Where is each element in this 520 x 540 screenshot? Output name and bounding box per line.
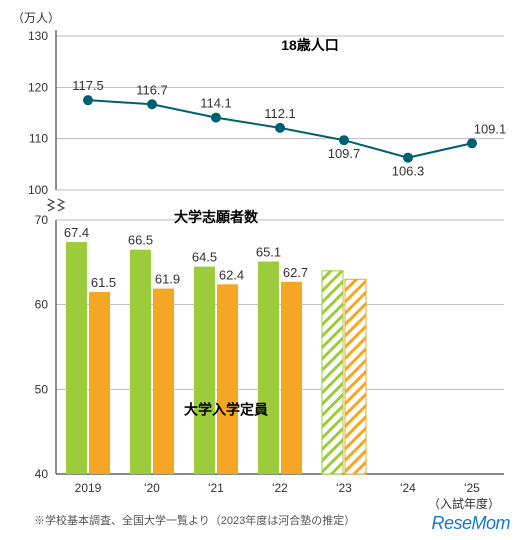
bar-label: 66.5 [128, 233, 153, 248]
line-label: 109.1 [474, 121, 507, 136]
combined-chart: 100 110 120 130 （万人） 40 50 60 70 67.4 61.5 66.5 61.9… [0, 0, 520, 540]
chart-container: 100 110 120 130 （万人） 40 50 60 70 67.4 61.5 66.5 61.9… [0, 0, 520, 540]
line-label: 116.7 [136, 82, 168, 97]
y-tick-label: 40 [35, 467, 49, 481]
line-label: 117.5 [72, 78, 104, 93]
x-tick-label: '22 [272, 481, 288, 495]
line-label: 114.1 [200, 96, 232, 111]
y-tick-label: 70 [35, 213, 49, 227]
x-tick-label: '24 [400, 481, 416, 495]
x-tick-label: '25 [464, 481, 480, 495]
bar-applicants [322, 271, 343, 474]
x-tick-label: 2019 [75, 481, 102, 495]
line-marker [211, 113, 221, 123]
line-marker [467, 138, 477, 148]
watermark-logo: ReseMom [431, 513, 510, 534]
bar-label: 61.9 [155, 272, 180, 287]
bar-label: 62.7 [283, 265, 308, 280]
y-tick-label: 50 [35, 382, 49, 396]
bar-label: 64.5 [192, 250, 217, 265]
footnote: ※学校基本調査、全国大学一覧より（2023年度は河合塾の推定） [34, 513, 355, 527]
x-tick-label: '23 [336, 481, 352, 495]
series-title-capacity: 大学入学定員 [184, 402, 268, 418]
axis-break-icon [48, 199, 64, 211]
bar-capacity [89, 292, 110, 474]
bar-capacity [281, 282, 302, 474]
bar-label: 65.1 [256, 244, 281, 259]
line-label: 112.1 [264, 106, 296, 121]
line-label: 106.3 [392, 164, 425, 179]
y-tick-label: 130 [28, 29, 48, 43]
y-tick-label: 100 [28, 183, 48, 197]
line-marker [275, 123, 285, 133]
bar-label: 61.5 [91, 275, 116, 290]
series-title-population: 18歳人口 [281, 37, 339, 53]
bar-applicants [130, 250, 151, 474]
line-label: 109.7 [328, 146, 361, 161]
series-title-applicants: 大学志願者数 [174, 209, 259, 225]
y-tick-label: 120 [28, 80, 48, 94]
x-axis-title: （入試年度） [428, 496, 500, 511]
y-axis-title: （万人） [12, 11, 60, 25]
bar-label: 62.4 [219, 267, 244, 282]
x-tick-label: '20 [144, 481, 160, 495]
x-tick-label: '21 [208, 481, 224, 495]
bar-capacity [153, 289, 174, 474]
line-marker [339, 135, 349, 145]
bar-applicants [194, 267, 215, 474]
line-marker [147, 99, 157, 109]
bar-capacity [217, 284, 238, 474]
line-marker [83, 95, 93, 105]
y-tick-label: 110 [29, 132, 48, 146]
bar-applicants [66, 242, 87, 474]
line-marker [403, 153, 413, 163]
bar-capacity [345, 279, 366, 474]
bar-label: 67.4 [64, 225, 89, 240]
y-tick-label: 60 [35, 298, 49, 312]
bar-applicants [258, 261, 279, 474]
